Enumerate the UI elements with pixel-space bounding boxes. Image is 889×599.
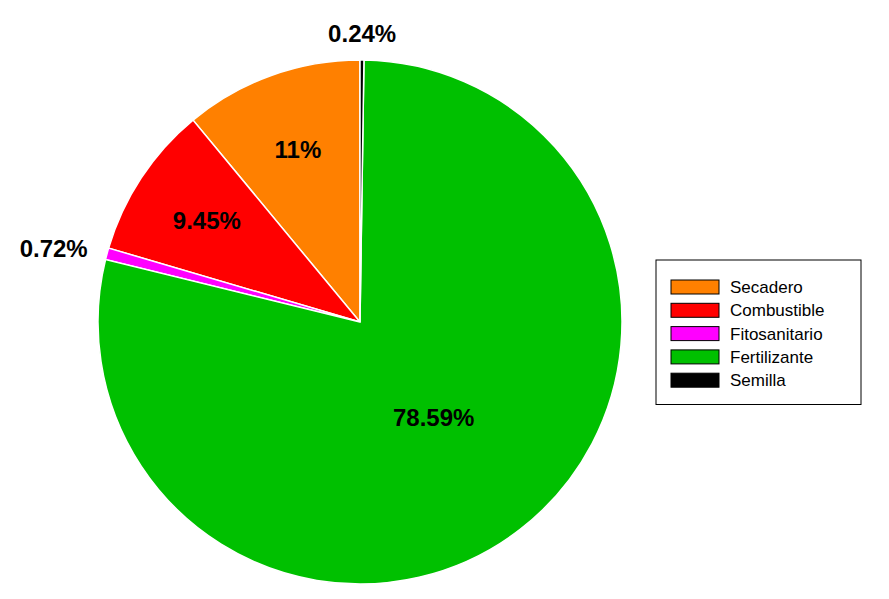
legend-box	[656, 260, 861, 405]
data-label: 9.45%	[173, 207, 241, 234]
data-label: 0.24%	[328, 20, 396, 47]
legend: Secadero Combustible Fitosanitario Fertiliz…	[656, 260, 861, 405]
data-label: 11%	[275, 136, 322, 163]
legend-swatch	[671, 303, 719, 317]
legend-label: Fertilizante	[730, 348, 813, 367]
legend-label: Fitosanitario	[730, 325, 823, 344]
slice	[360, 60, 364, 322]
chart: 11% 9.45% 0.72% 78.59% 0.24% Secadero Combusti…	[0, 0, 889, 599]
legend-swatch	[671, 327, 719, 341]
data-label: 0.72%	[20, 235, 88, 262]
legend-swatch	[671, 280, 719, 294]
pie	[98, 60, 622, 584]
data-label: 78.59%	[393, 404, 474, 431]
legend-swatch	[671, 373, 719, 387]
data-labels: 11% 9.45% 0.72% 78.59% 0.24%	[20, 20, 475, 430]
legend-label: Combustible	[730, 301, 825, 320]
legend-label: Secadero	[730, 278, 803, 297]
legend-swatch	[671, 350, 719, 364]
legend-label: Semilla	[730, 371, 786, 390]
slice	[98, 60, 622, 584]
